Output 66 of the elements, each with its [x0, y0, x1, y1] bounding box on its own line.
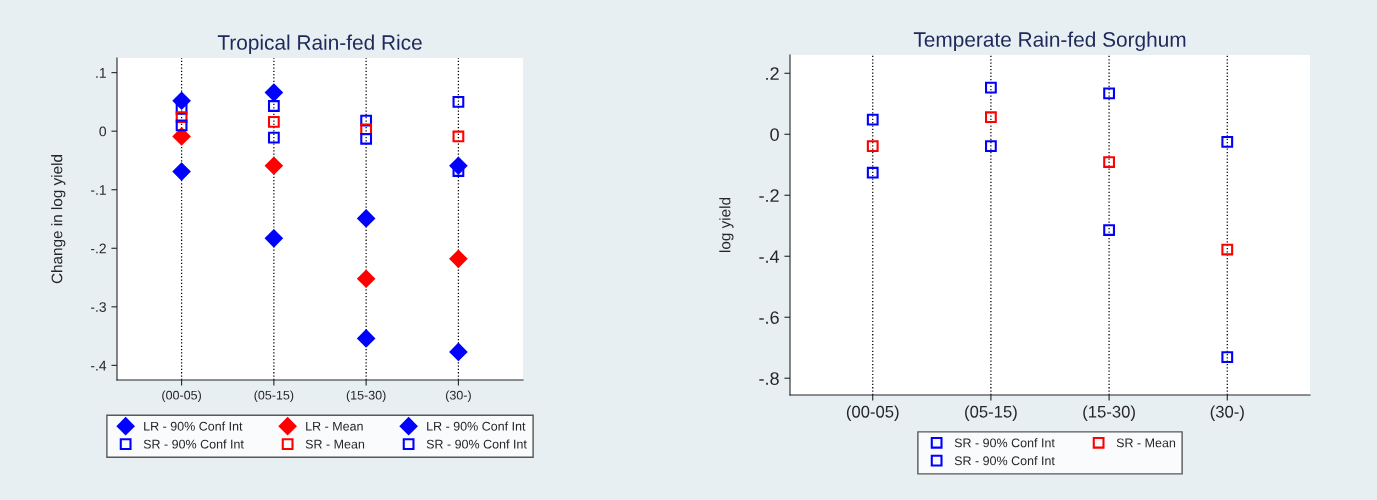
point	[985, 140, 997, 153]
x-tick-label: (30-)	[445, 390, 471, 403]
x-tick-label: (15-30)	[1083, 405, 1135, 421]
x-tick-label: (30-)	[1210, 405, 1244, 421]
point	[449, 343, 468, 361]
point	[1103, 156, 1115, 168]
point	[360, 123, 373, 136]
point	[866, 166, 879, 179]
point	[357, 329, 376, 348]
point	[267, 100, 280, 112]
x-tick-label: (05-15)	[965, 405, 1017, 421]
point	[175, 111, 188, 124]
point	[866, 113, 879, 126]
point	[267, 115, 280, 128]
y-tick-label: -.3	[90, 302, 106, 312]
legend-label: LR - Mean	[306, 421, 363, 431]
point	[1221, 136, 1234, 148]
point	[449, 249, 468, 268]
y-tick-label: -.1	[90, 185, 106, 195]
legend-label: LR - 90% Conf Int	[427, 421, 526, 431]
chart-title: Tropical Rain-fed Rice	[217, 34, 422, 54]
point	[172, 127, 191, 146]
y-axis-title: Change in log yield	[51, 155, 66, 284]
point	[452, 130, 465, 143]
y-tick-label: -.4	[90, 360, 107, 371]
y-tick-label: .1	[96, 68, 106, 78]
point	[452, 96, 465, 108]
legend-label: SR - 90% Conf Int	[954, 438, 1055, 448]
point	[175, 103, 188, 115]
legend-label: LR - 90% Conf Int	[144, 421, 243, 431]
x-tick-label: (00-05)	[162, 390, 201, 403]
point	[264, 156, 283, 175]
point	[985, 111, 997, 124]
x-tick-label: (15-30)	[346, 390, 386, 403]
chart-title: Temperate Rain-fed Sorghum	[913, 31, 1186, 51]
y-tick-label: .2	[766, 67, 779, 80]
x-tick-label: (05-15)	[254, 390, 294, 403]
y-tick-label: 0	[99, 126, 107, 137]
point	[360, 114, 373, 127]
legend-label: SR - 90% Conf Int	[143, 439, 244, 449]
y-tick-label: -.2	[759, 189, 779, 202]
point	[264, 83, 283, 102]
y-tick-label: 0	[770, 128, 779, 141]
legend-label: SR - 90% Conf Int	[954, 456, 1055, 466]
point	[175, 119, 188, 132]
x-tick-label: (00-05)	[846, 405, 899, 421]
point	[1221, 351, 1234, 364]
point	[866, 140, 879, 153]
point	[264, 229, 283, 248]
point	[267, 131, 280, 144]
legend-label: SR - 90% Conf Int	[426, 439, 527, 449]
y-tick-label: -.2	[90, 243, 106, 254]
point	[985, 81, 997, 94]
y-tick-label: -.8	[759, 372, 779, 385]
point	[172, 162, 191, 181]
legend-label: SR - Mean	[1116, 438, 1176, 448]
point	[1103, 224, 1115, 236]
y-axis-title: log yield	[719, 197, 734, 252]
y-tick-label: -.4	[759, 250, 780, 263]
point	[1221, 243, 1234, 256]
point	[357, 269, 376, 288]
point	[360, 132, 373, 145]
y-tick-label: -.6	[759, 311, 779, 324]
point	[357, 209, 376, 228]
point	[1103, 87, 1115, 100]
legend-label: SR - Mean	[305, 439, 365, 449]
